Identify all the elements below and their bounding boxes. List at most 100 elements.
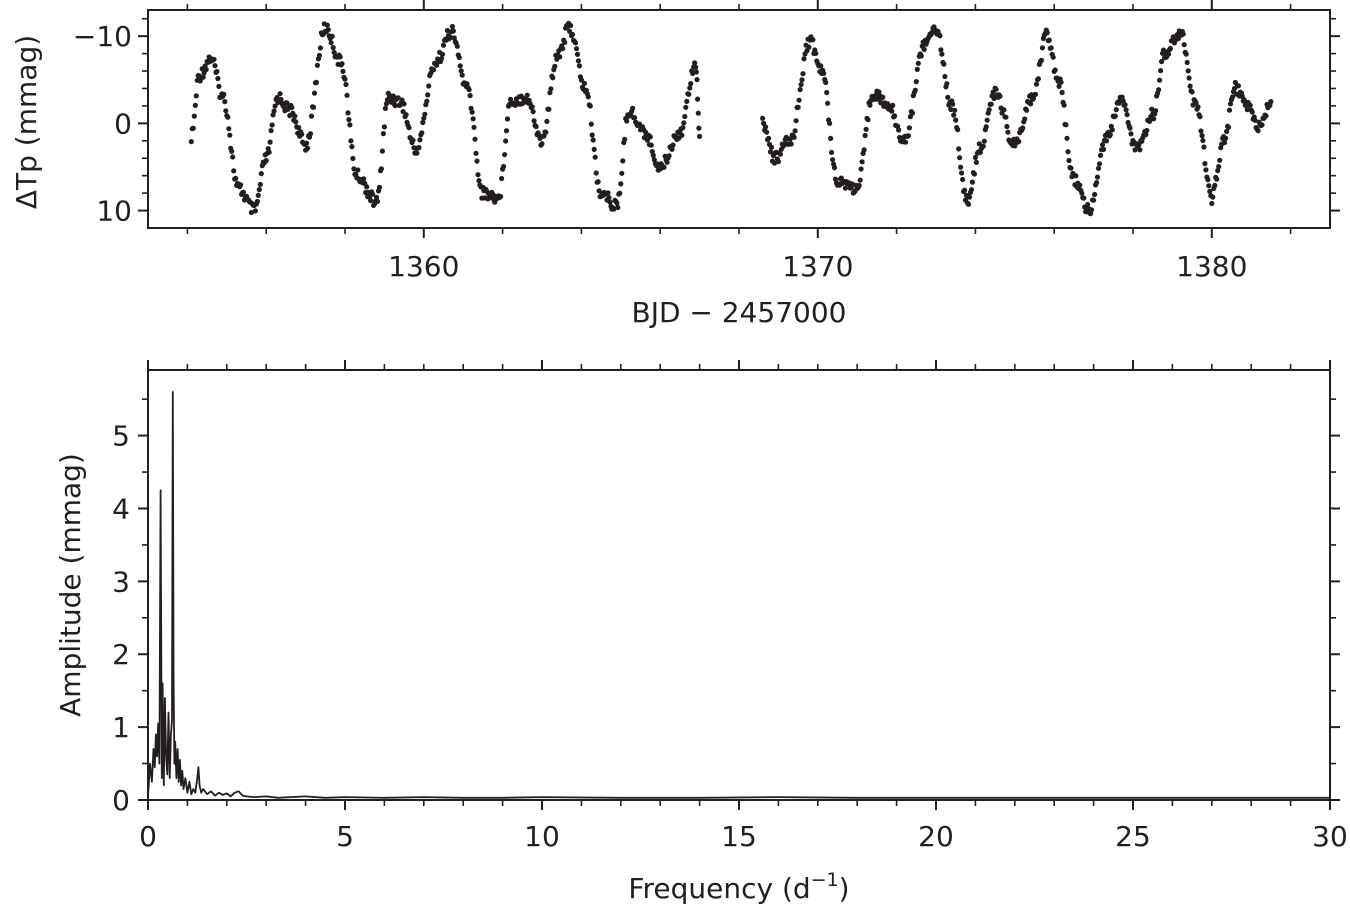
light-curve-point: [787, 136, 793, 142]
light-curve-point: [890, 102, 896, 108]
light-curve-point: [953, 117, 959, 123]
light-curve-point: [695, 96, 701, 102]
light-curve-point: [801, 56, 807, 62]
amplitude-spectrum-xtick-label: 30: [1312, 820, 1348, 853]
light-curve-point: [438, 56, 445, 62]
light-curve-point: [1205, 177, 1211, 183]
light-curve-point: [1249, 109, 1255, 115]
amplitude-spectrum-xtick-label: 20: [918, 820, 954, 853]
light-curve-point: [686, 91, 692, 97]
light-curve-point: [588, 121, 594, 127]
light-curve-point: [190, 125, 196, 131]
light-curve-point: [211, 56, 217, 62]
light-curve-point: [857, 177, 863, 183]
light-curve-point: [573, 46, 580, 52]
light-curve-point: [550, 75, 556, 81]
light-curve-point: [263, 158, 269, 164]
amplitude-spectrum-ytick-label: 3: [112, 565, 130, 598]
light-curve-point: [669, 146, 675, 152]
light-curve-point: [284, 100, 290, 106]
light-curve-point: [1058, 79, 1064, 85]
light-curve-point: [1097, 152, 1104, 158]
light-curve-point: [1214, 176, 1220, 182]
light-curve-point: [425, 92, 431, 98]
light-curve-point: [1003, 114, 1009, 120]
light-curve-point: [1175, 36, 1181, 42]
light-curve-point: [475, 172, 481, 178]
light-curve-point: [1224, 128, 1230, 135]
light-curve-point: [222, 99, 228, 105]
light-curve-point: [647, 134, 653, 140]
light-curve-point: [192, 102, 198, 108]
light-curve-point: [945, 94, 951, 100]
light-curve-point: [474, 158, 480, 164]
light-curve-point: [1207, 188, 1213, 194]
light-curve-point: [1063, 122, 1069, 128]
light-curve-point: [650, 152, 656, 158]
light-curve-point: [503, 138, 509, 144]
light-curve-point: [591, 146, 597, 152]
light-curve-point: [1189, 89, 1195, 95]
light-curve-point: [775, 159, 782, 165]
light-curve-point: [937, 33, 943, 39]
light-curve-point: [1004, 123, 1010, 130]
light-curve-point: [1052, 67, 1058, 73]
light-curve-point: [1112, 113, 1118, 119]
light-curve-point: [585, 94, 591, 100]
light-curve-point: [692, 60, 698, 66]
light-curve-point: [767, 149, 774, 155]
light-curve-point: [991, 95, 997, 102]
light-curve-point: [1268, 99, 1274, 105]
amplitude-spectrum-ytick-label: 2: [112, 638, 130, 671]
light-curve-point: [1032, 91, 1039, 97]
light-curve-point: [1095, 165, 1102, 171]
light-curve-point: [1136, 142, 1142, 148]
light-curve-point: [1001, 107, 1007, 113]
light-curve-point: [344, 92, 350, 98]
light-curve-point: [439, 51, 446, 58]
light-curve-point: [862, 132, 868, 139]
light-curve-point: [1123, 107, 1129, 113]
light-curve-point: [1195, 104, 1201, 110]
light-curve-point: [531, 118, 537, 124]
light-curve-point: [622, 136, 628, 142]
light-curve-point: [983, 124, 989, 130]
light-curve-point: [813, 50, 819, 56]
light-curve-point: [308, 113, 315, 119]
light-curve-point: [203, 67, 209, 73]
light-curve-point: [548, 86, 554, 92]
light-curve-point: [959, 170, 965, 176]
amplitude-spectrum-ytick-label: 0: [112, 784, 130, 817]
light-curve-point: [589, 132, 595, 138]
light-curve-point: [361, 176, 367, 182]
amplitude-spectrum-line: [147, 391, 1330, 799]
light-curve-point: [958, 164, 964, 170]
light-curve-point: [269, 122, 275, 128]
light-curve-point: [1091, 197, 1097, 203]
light-curve-point: [988, 101, 994, 107]
light-curve-point: [760, 115, 766, 121]
light-curve-point: [314, 62, 320, 68]
light-curve-point: [799, 77, 805, 83]
light-curve-point: [1122, 102, 1128, 108]
light-curve-point: [539, 141, 545, 147]
light-curve-point: [873, 92, 879, 98]
light-curve-point: [905, 133, 912, 139]
light-curve-point: [450, 28, 456, 34]
light-curve-point: [867, 102, 873, 108]
light-curve-point: [1128, 131, 1134, 137]
light-curve-point: [1028, 101, 1034, 107]
light-curve-point: [547, 90, 553, 96]
light-curve-point: [216, 83, 222, 89]
light-curve-point: [1184, 59, 1190, 66]
light-curve-point: [1206, 183, 1212, 189]
light-curve-point: [968, 187, 975, 193]
amplitude-spectrum-xtick-label: 0: [139, 820, 157, 853]
light-curve-point: [1024, 107, 1030, 113]
light-curve-point: [1012, 143, 1018, 149]
light-curve-point: [557, 54, 563, 60]
light-curve-point: [1039, 45, 1045, 51]
light-curve-point: [611, 206, 617, 212]
light-curve-point: [1151, 116, 1157, 122]
light-curve-point: [1197, 114, 1203, 120]
